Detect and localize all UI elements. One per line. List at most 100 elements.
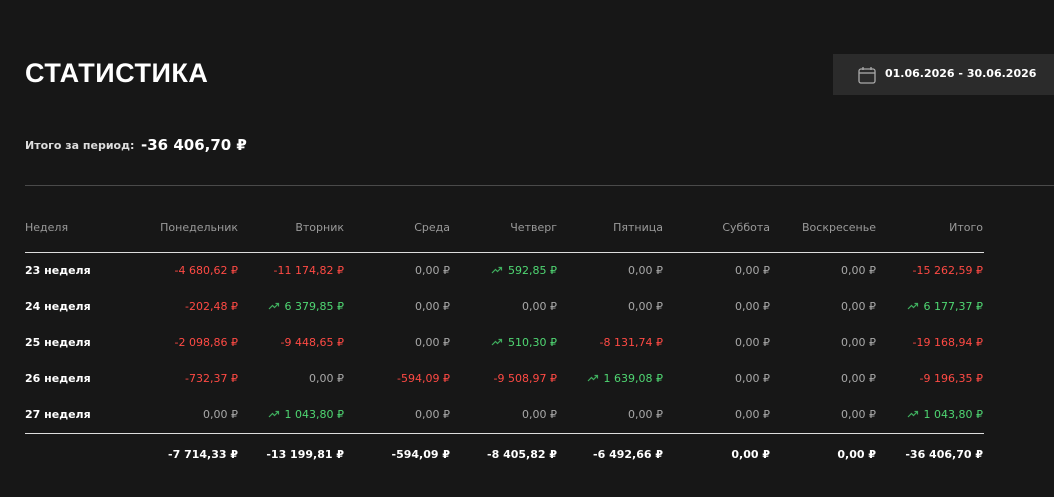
date-range-text: 01.06.2026 - 30.06.2026: [885, 67, 1037, 80]
cell-text: -594,09 ₽: [397, 372, 450, 385]
date-range-button[interactable]: 01.06.2026 - 30.06.2026: [833, 54, 1054, 95]
value-cell: 0,00 ₽: [522, 408, 557, 421]
value-cell: 1 043,80 ₽: [907, 408, 983, 421]
cell-text: 1 639,08 ₽: [603, 372, 663, 385]
value-cell: 592,85 ₽: [491, 264, 557, 277]
total-cell: -8 405,82 ₽: [487, 448, 557, 461]
summary-value: -36 406,70 ₽: [141, 136, 247, 154]
cell-text: 0,00 ₽: [415, 300, 450, 313]
value-cell: 0,00 ₽: [735, 264, 770, 277]
value-cell: 0,00 ₽: [203, 408, 238, 421]
value-cell: 0,00 ₽: [735, 372, 770, 385]
column-header: Воскресенье: [802, 221, 876, 234]
cell-text: -13 199,81 ₽: [266, 448, 344, 461]
column-header: Неделя: [25, 221, 68, 234]
total-cell: 0,00 ₽: [837, 448, 876, 461]
cell-text: 0,00 ₽: [735, 264, 770, 277]
trend-up-icon: [268, 410, 279, 418]
value-cell: -9 448,65 ₽: [281, 336, 344, 349]
value-cell: 0,00 ₽: [628, 300, 663, 313]
cell-text: 592,85 ₽: [508, 264, 557, 277]
column-header: Пятница: [613, 221, 663, 234]
cell-text: 26 неделя: [25, 372, 91, 385]
value-cell: -9 196,35 ₽: [920, 372, 983, 385]
total-cell: -7 714,33 ₽: [168, 448, 238, 461]
column-header: Вторник: [295, 221, 344, 234]
cell-text: 0,00 ₽: [415, 408, 450, 421]
cell-text: 0,00 ₽: [203, 408, 238, 421]
total-cell: -594,09 ₽: [392, 448, 451, 461]
divider: [25, 185, 1054, 186]
cell-text: 0,00 ₽: [628, 300, 663, 313]
week-label: 27 неделя: [25, 408, 91, 421]
cell-text: 0,00 ₽: [731, 448, 770, 461]
total-cell: 0,00 ₽: [731, 448, 770, 461]
value-cell: 0,00 ₽: [841, 408, 876, 421]
week-label: 25 неделя: [25, 336, 91, 349]
cell-text: Неделя: [25, 221, 69, 234]
cell-text: 25 неделя: [25, 336, 91, 349]
calendar-icon: [858, 67, 876, 84]
value-cell: -8 131,74 ₽: [600, 336, 663, 349]
value-cell: 0,00 ₽: [735, 336, 770, 349]
cell-text: -2 098,86 ₽: [174, 336, 238, 349]
value-cell: 0,00 ₽: [415, 300, 450, 313]
summary-label: Итого за период:: [25, 139, 135, 152]
value-cell: 0,00 ₽: [735, 408, 770, 421]
value-cell: 0,00 ₽: [415, 408, 450, 421]
cell-text: 0,00 ₽: [628, 408, 663, 421]
trend-up-icon: [907, 302, 918, 310]
value-cell: -4 680,62 ₽: [175, 264, 238, 277]
cell-text: -19 168,94 ₽: [912, 336, 983, 349]
trend-up-icon: [587, 374, 598, 382]
value-cell: 0,00 ₽: [841, 300, 876, 313]
cell-text: -8 131,74 ₽: [599, 336, 663, 349]
cell-text: Суббота: [722, 221, 770, 234]
cell-text: 1 043,80 ₽: [284, 408, 344, 421]
cell-text: 27 неделя: [25, 408, 91, 421]
cell-text: -4 680,62 ₽: [174, 264, 238, 277]
column-header: Четверг: [510, 221, 557, 234]
cell-text: 0,00 ₽: [628, 264, 663, 277]
week-label: 24 неделя: [25, 300, 91, 313]
cell-text: -8 405,82 ₽: [487, 448, 557, 461]
cell-text: 0,00 ₽: [735, 408, 770, 421]
value-cell: -594,09 ₽: [397, 372, 450, 385]
value-cell: -19 168,94 ₽: [913, 336, 983, 349]
cell-text: Понедельник: [160, 221, 238, 234]
value-cell: -202,48 ₽: [185, 300, 238, 313]
trend-up-icon: [907, 410, 918, 418]
cell-text: 0,00 ₽: [309, 372, 344, 385]
cell-text: 0,00 ₽: [837, 448, 876, 461]
cell-text: -36 406,70 ₽: [905, 448, 983, 461]
cell-text: -9 196,35 ₽: [919, 372, 983, 385]
cell-text: Воскресенье: [802, 221, 876, 234]
cell-text: 0,00 ₽: [522, 408, 557, 421]
value-cell: 0,00 ₽: [841, 336, 876, 349]
header-rule: [25, 252, 984, 253]
value-cell: 6 379,85 ₽: [268, 300, 344, 313]
week-label: 26 неделя: [25, 372, 91, 385]
value-cell: 0,00 ₽: [628, 408, 663, 421]
cell-text: -15 262,59 ₽: [912, 264, 983, 277]
value-cell: -15 262,59 ₽: [913, 264, 983, 277]
cell-text: -202,48 ₽: [185, 300, 238, 313]
cell-text: -732,37 ₽: [185, 372, 238, 385]
cell-text: 0,00 ₽: [735, 372, 770, 385]
value-cell: -2 098,86 ₽: [175, 336, 238, 349]
value-cell: -732,37 ₽: [185, 372, 238, 385]
value-cell: 1 043,80 ₽: [268, 408, 344, 421]
cell-text: 0,00 ₽: [841, 408, 876, 421]
value-cell: 1 639,08 ₽: [587, 372, 663, 385]
cell-text: -9 508,97 ₽: [493, 372, 557, 385]
cell-text: -7 714,33 ₽: [168, 448, 238, 461]
cell-text: -6 492,66 ₽: [593, 448, 663, 461]
value-cell: 6 177,37 ₽: [907, 300, 983, 313]
cell-text: Четверг: [510, 221, 557, 234]
column-header: Итого: [949, 221, 983, 234]
totals-rule: [25, 433, 984, 434]
cell-text: 0,00 ₽: [841, 336, 876, 349]
cell-text: -594,09 ₽: [391, 448, 451, 461]
cell-text: 0,00 ₽: [415, 264, 450, 277]
